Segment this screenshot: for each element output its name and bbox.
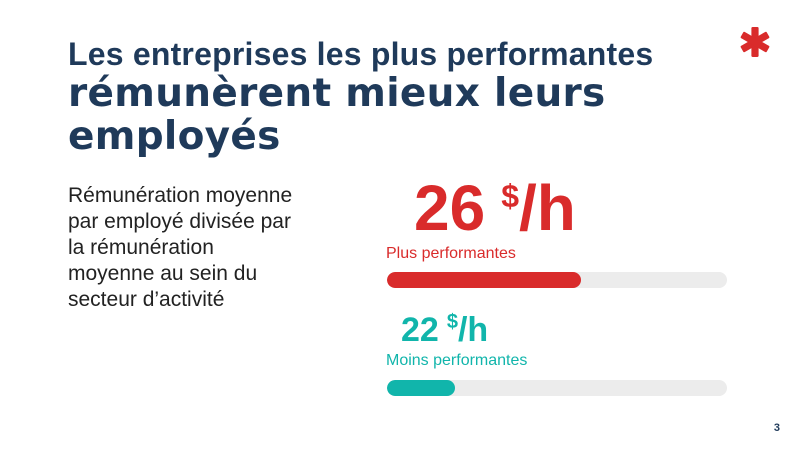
stat-bottom-bar-track (387, 380, 727, 396)
stat-top-bar-fill (387, 272, 581, 288)
stat-bottom-unit: /h (457, 311, 489, 349)
stat-bottom-currency: $ (446, 311, 458, 333)
stat-top-currency: $ (501, 178, 519, 214)
stat-bottom-number: 22 (401, 311, 439, 349)
stat-bottom-bar-fill (387, 380, 455, 396)
stat-top-value: 26 $/h (414, 170, 576, 246)
red-asterisk-icon (740, 27, 770, 57)
title-line-1: Les entreprises les plus performantes (68, 36, 654, 72)
title-line-2: rémunèrent mieux leurs employés (68, 71, 606, 159)
stat-top-unit: /h (518, 172, 576, 244)
page-number: 3 (773, 422, 780, 434)
stat-top-bar-track (387, 272, 727, 288)
stat-top-number: 26 (414, 172, 486, 244)
description-text: Rémunération moyenne par employé divisée… (68, 184, 293, 311)
stat-top-label: Plus performantes (386, 245, 516, 262)
stat-bottom-value: 22 $/h (401, 309, 488, 351)
slide-title: Les entreprises les plus performantes ré… (68, 36, 748, 158)
stat-bottom-label: Moins performantes (386, 352, 528, 369)
